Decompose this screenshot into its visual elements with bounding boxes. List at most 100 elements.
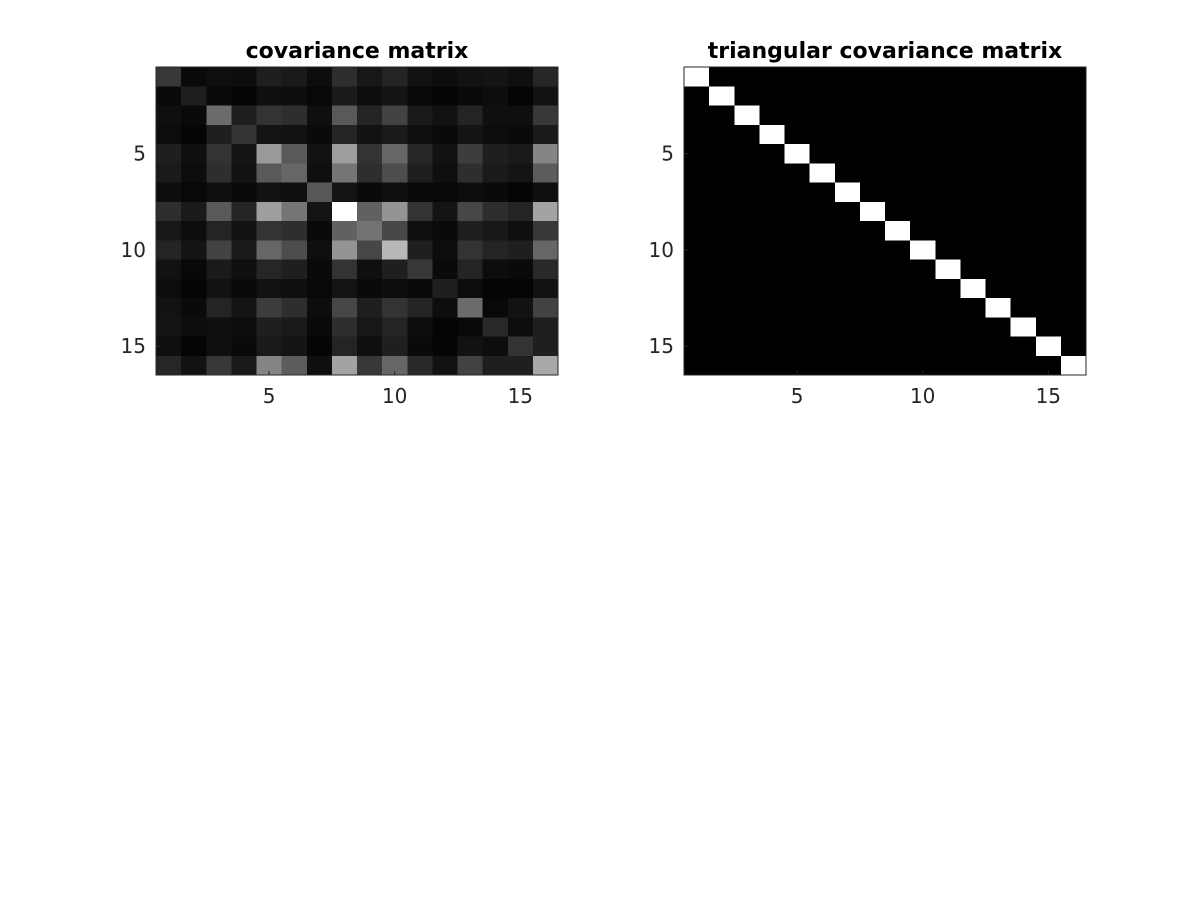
heatmap-cell xyxy=(1060,86,1087,106)
heatmap-cell xyxy=(784,163,811,183)
heatmap-cell xyxy=(960,201,986,222)
heatmap-cell xyxy=(206,182,232,203)
heatmap-cell xyxy=(709,259,735,280)
heatmap-cell xyxy=(382,144,408,164)
heatmap-cell xyxy=(156,67,182,87)
heatmap-cell xyxy=(432,317,458,337)
heatmap-cell xyxy=(935,259,961,280)
heatmap-cell xyxy=(684,144,710,164)
heatmap-cell xyxy=(960,221,986,241)
heatmap-cell xyxy=(885,355,911,376)
heatmap-cell xyxy=(834,105,861,126)
heatmap-cell xyxy=(206,201,232,222)
heatmap-cell xyxy=(507,221,534,241)
heatmap-cells xyxy=(156,67,559,376)
heatmap-cell xyxy=(206,259,232,280)
heatmap-cell xyxy=(231,240,257,260)
heatmap-cell xyxy=(507,278,534,299)
heatmap-cell xyxy=(809,163,836,183)
heatmap-cell xyxy=(885,201,911,222)
heatmap-cell xyxy=(759,86,785,106)
heatmap-cell xyxy=(306,278,333,299)
heatmap-cell xyxy=(1035,221,1062,241)
heatmap-cell xyxy=(935,201,961,222)
heatmap-cell xyxy=(306,163,333,183)
heatmap-cell xyxy=(306,355,333,376)
heatmap-cell xyxy=(231,144,257,164)
heatmap-cell xyxy=(256,163,283,183)
heatmap-cell xyxy=(885,259,911,280)
heatmap-cell xyxy=(281,144,308,164)
heatmap-cell xyxy=(357,355,383,376)
heatmap-cell xyxy=(709,240,735,260)
heatmap-cell xyxy=(910,201,936,222)
heatmap-cell xyxy=(1060,182,1087,203)
heatmap-cell xyxy=(784,298,811,318)
heatmap-cell xyxy=(935,336,961,357)
heatmap-cell xyxy=(834,298,861,318)
heatmap-cell xyxy=(532,240,559,260)
heatmap-cell xyxy=(1035,182,1062,203)
heatmap-cell xyxy=(432,124,458,145)
heatmap-cell xyxy=(809,182,836,203)
heatmap-cell xyxy=(1035,278,1062,299)
heatmap-cell xyxy=(281,67,308,87)
heatmap-cell xyxy=(432,182,458,203)
heatmap-cell xyxy=(834,144,861,164)
heatmap-cell xyxy=(507,355,534,376)
heatmap-cell xyxy=(457,317,484,337)
heatmap-cell xyxy=(281,298,308,318)
heatmap-cell xyxy=(532,298,559,318)
heatmap-cell xyxy=(734,278,760,299)
heatmap-cell xyxy=(759,163,785,183)
heatmap-cell xyxy=(382,317,408,337)
heatmap-cell xyxy=(256,317,283,337)
heatmap-cell xyxy=(910,278,936,299)
heatmap-cell xyxy=(457,163,484,183)
axes-frame xyxy=(683,66,1087,376)
heatmap-cell xyxy=(759,355,785,376)
heatmap-cell xyxy=(156,278,182,299)
heatmap-cell xyxy=(985,163,1012,183)
heatmap-cell xyxy=(532,105,559,126)
heatmap-cell xyxy=(885,240,911,260)
heatmap-cell xyxy=(231,278,257,299)
heatmap-cell xyxy=(985,298,1012,318)
heatmap-cell xyxy=(1060,355,1087,376)
heatmap-cell xyxy=(382,259,408,280)
heatmap-cell xyxy=(759,105,785,126)
heatmap-cell xyxy=(859,355,886,376)
heatmap-cell xyxy=(357,201,383,222)
heatmap-cell xyxy=(1035,317,1062,337)
heatmap-cell xyxy=(457,86,484,106)
heatmap-cell xyxy=(357,105,383,126)
heatmap-cell xyxy=(1060,221,1087,241)
heatmap-cell xyxy=(809,298,836,318)
heatmap-cell xyxy=(306,144,333,164)
heatmap-cell xyxy=(457,355,484,376)
heatmap-cell xyxy=(709,67,735,87)
heatmap-cell xyxy=(834,259,861,280)
heatmap-cell xyxy=(482,163,509,183)
heatmap-cell xyxy=(281,317,308,337)
heatmap-cell xyxy=(507,163,534,183)
heatmap-cell xyxy=(331,336,358,357)
heatmap-cell xyxy=(1010,240,1037,260)
heatmap-cell xyxy=(985,182,1012,203)
heatmap-cell xyxy=(206,336,232,357)
heatmap-cell xyxy=(759,221,785,241)
heatmap-cell xyxy=(432,278,458,299)
heatmap-cell xyxy=(1010,221,1037,241)
heatmap-cell xyxy=(382,163,408,183)
heatmap-cell xyxy=(231,298,257,318)
heatmap-cell xyxy=(306,240,333,260)
heatmap-cell xyxy=(859,278,886,299)
heatmap-cell xyxy=(206,86,232,106)
heatmap-cell xyxy=(1035,355,1062,376)
heatmap-cell xyxy=(960,240,986,260)
heatmap-cell xyxy=(859,144,886,164)
heatmap-cell xyxy=(1010,298,1037,318)
heatmap-cell xyxy=(834,201,861,222)
heatmap-cell xyxy=(457,298,484,318)
